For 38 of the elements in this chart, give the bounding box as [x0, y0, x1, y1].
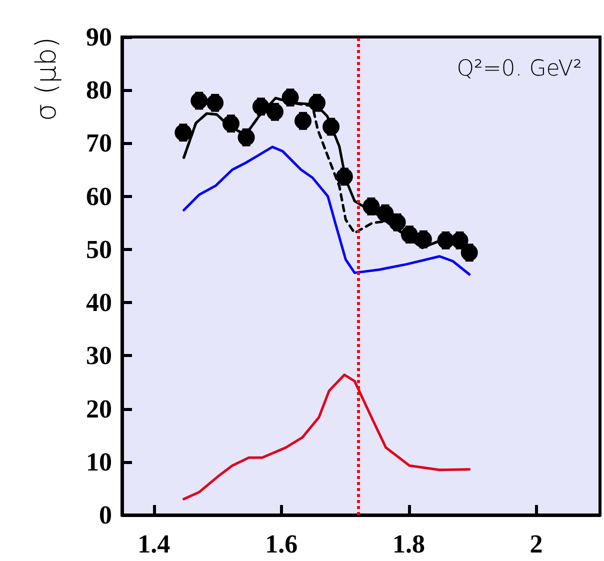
- point: [238, 128, 255, 146]
- point: [294, 112, 312, 130]
- point: [308, 94, 326, 112]
- y-tick-label: 80: [86, 76, 112, 105]
- point: [206, 94, 224, 112]
- point: [190, 92, 208, 110]
- annotation: Q²=0. GeV²: [456, 56, 582, 82]
- point: [376, 204, 394, 222]
- x-tick-label: 1.4: [138, 530, 170, 558]
- point: [322, 118, 340, 136]
- y-tick-label: 0: [99, 500, 112, 530]
- point: [222, 115, 240, 132]
- point: [451, 232, 468, 249]
- point: [362, 198, 380, 215]
- point: [437, 232, 454, 249]
- y-tick-label: 30: [86, 341, 112, 370]
- point: [266, 103, 284, 120]
- y-tick-label: 90: [86, 22, 112, 52]
- point: [282, 89, 299, 106]
- line-series: [182, 146, 471, 276]
- y-tick-label: 70: [86, 128, 112, 158]
- y-tick-label: 10: [86, 447, 112, 476]
- x-tick-label: 1.6: [265, 530, 298, 558]
- y-axis-title: σ (μb): [30, 37, 62, 122]
- y-tick-label: 40: [86, 288, 112, 318]
- point: [252, 98, 270, 116]
- point: [414, 230, 432, 248]
- point: [460, 244, 478, 262]
- line-series: [182, 374, 471, 500]
- y-tick-label: 20: [86, 394, 112, 424]
- point: [388, 214, 406, 231]
- y-tick-label: 50: [86, 234, 112, 264]
- point: [400, 226, 418, 244]
- point: [336, 168, 353, 186]
- y-tick-label: 60: [86, 182, 112, 211]
- x-tick-label: 2: [530, 530, 543, 558]
- x-tick-label: 1.8: [392, 530, 426, 558]
- point: [174, 124, 192, 142]
